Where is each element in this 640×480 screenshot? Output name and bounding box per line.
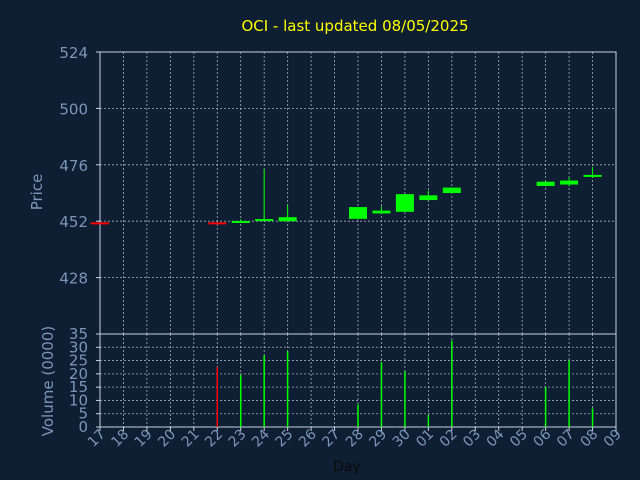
volume-bar (263, 355, 265, 427)
candle-body (278, 217, 297, 222)
chart-title: OCI - last updated 08/05/2025 (241, 17, 468, 35)
volume-y-tick-label: 25 (69, 352, 88, 370)
candle-body (419, 195, 438, 201)
volume-bar (380, 361, 383, 427)
price-y-tick-label: 524 (59, 44, 88, 62)
volume-y-tick-label: 0 (78, 418, 88, 436)
candle-body (372, 210, 391, 214)
candle-body (560, 180, 579, 185)
price-y-tick-label: 452 (59, 213, 88, 231)
volume-y-tick-label: 20 (69, 365, 88, 383)
volume-bar (357, 404, 359, 427)
candle-body (255, 219, 274, 222)
x-axis-label: Day (333, 459, 361, 475)
volume-y-tick-label: 35 (69, 325, 88, 343)
price-y-tick-label: 428 (59, 270, 88, 288)
candle-body (442, 187, 461, 193)
volume-bar (404, 371, 406, 427)
candle-body (583, 174, 602, 177)
volume-bar (239, 375, 242, 427)
price-y-tick-label: 476 (59, 157, 88, 175)
volume-axis-label: Volume (0000) (39, 326, 57, 436)
volume-bar (286, 351, 289, 427)
candle-body (349, 207, 367, 219)
candle-body (231, 220, 250, 223)
candle-body (395, 194, 414, 212)
volume-bar (568, 360, 570, 427)
candle-body (536, 181, 555, 186)
volume-bar (451, 340, 453, 427)
volume-y-tick-label: 15 (69, 378, 88, 396)
volume-bar (544, 387, 547, 427)
volume-bar (427, 415, 430, 427)
price-axis-label: Price (28, 174, 46, 211)
volume-y-tick-label: 10 (69, 391, 88, 409)
volume-y-tick-label: 30 (69, 338, 88, 356)
volume-y-tick-label: 5 (78, 405, 88, 423)
volume-bar (591, 408, 594, 427)
candle-body (91, 222, 109, 225)
price-y-tick-label: 500 (59, 100, 88, 118)
candle-body (208, 222, 227, 225)
volume-bar (216, 367, 219, 427)
